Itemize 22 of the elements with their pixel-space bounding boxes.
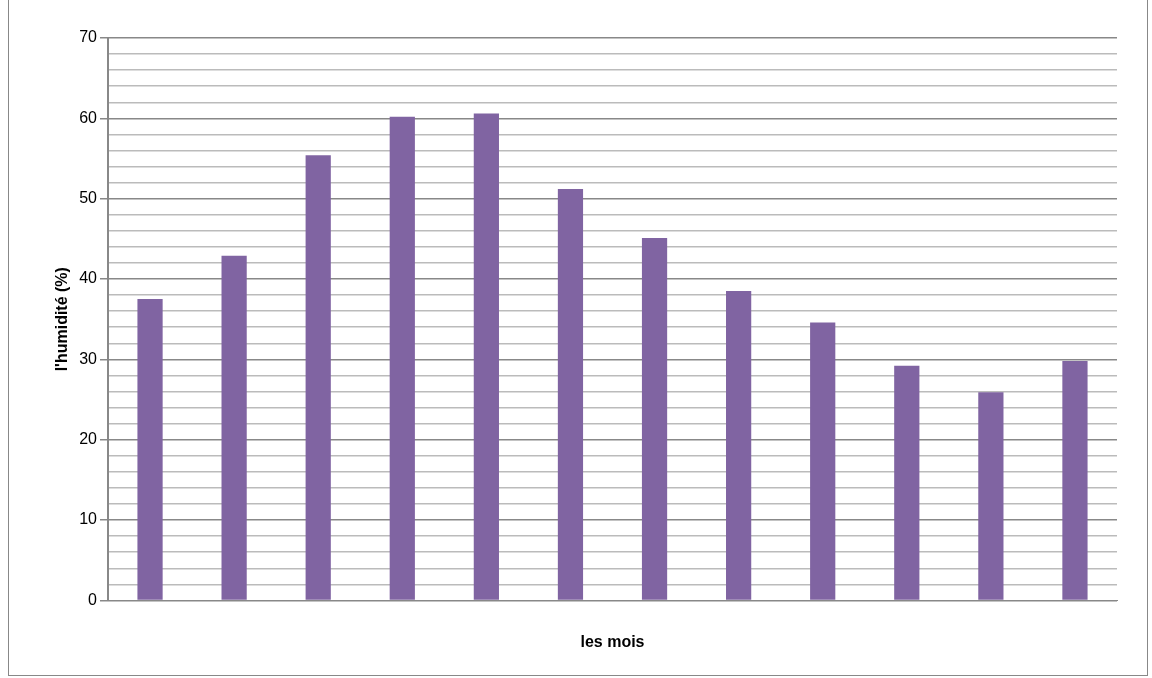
bar <box>557 189 584 600</box>
bar <box>1062 360 1088 600</box>
bar <box>473 113 499 600</box>
bar <box>810 322 836 600</box>
y-tick-label: 50 <box>79 189 98 207</box>
y-tick-label: 40 <box>79 269 98 287</box>
bar <box>389 116 415 600</box>
y-tick-label: 10 <box>79 510 98 528</box>
y-tick-label: 0 <box>88 590 98 608</box>
y-tick-label: 30 <box>79 349 98 367</box>
y-axis-title: l'humidité (%) <box>53 267 71 372</box>
y-tick-label: 20 <box>79 430 98 448</box>
bar <box>726 291 752 600</box>
y-tick-label: 60 <box>79 108 98 126</box>
bar <box>894 365 920 600</box>
y-tick-label: 70 <box>79 28 98 46</box>
bar <box>641 238 668 600</box>
x-axis-title: les mois <box>580 632 645 650</box>
bar <box>221 255 247 600</box>
bar <box>137 299 163 600</box>
bar <box>978 392 1004 600</box>
bar <box>305 155 331 600</box>
